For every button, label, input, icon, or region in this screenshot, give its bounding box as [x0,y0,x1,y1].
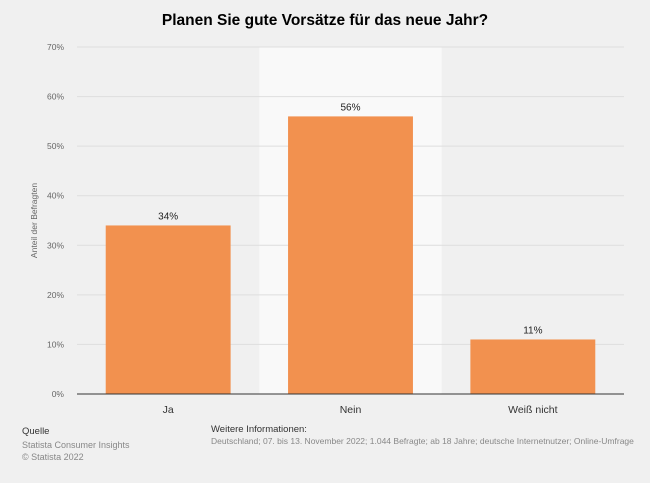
x-category-label: Nein [340,404,362,416]
copyright-line: © Statista 2022 [22,452,84,462]
bar [105,225,231,394]
y-tick-label: 40% [47,191,64,201]
y-tick-label: 20% [47,290,64,300]
y-tick-label: 10% [47,339,64,349]
info-block: Weitere Informationen: Deutschland; 07. … [211,424,634,447]
y-tick-label: 0% [52,389,65,399]
info-text: Deutschland; 07. bis 13. November 2022; … [211,436,634,446]
y-tick-label: 30% [47,240,64,250]
x-category-label: Weiß nicht [508,404,557,416]
source-line: Statista Consumer Insights [22,440,130,450]
y-axis-title: Anteil der Befragten [29,183,39,258]
x-category-label: Ja [163,404,174,416]
chart-title: Planen Sie gute Vorsätze für das neue Ja… [161,12,489,29]
y-tick-label: 50% [47,141,64,151]
bar [470,339,596,394]
y-tick-label: 60% [47,92,64,102]
bar-value-label: 11% [523,325,542,336]
bar-value-label: 34% [158,211,178,222]
info-heading: Weitere Informationen: [211,424,307,435]
source-block: Quelle Statista Consumer Insights © Stat… [22,426,130,463]
y-tick-label: 70% [47,42,64,52]
source-heading: Quelle [22,426,50,437]
bar-value-label: 56% [340,102,360,113]
bar [288,116,413,395]
